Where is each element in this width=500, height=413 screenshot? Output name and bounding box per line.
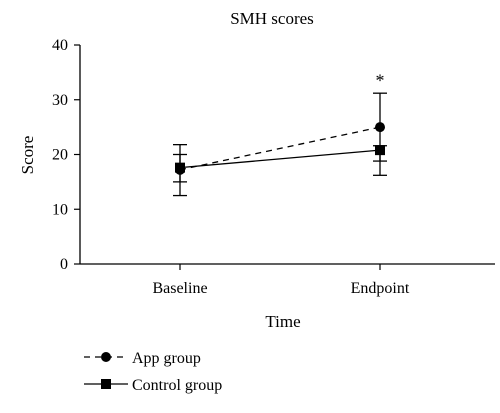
- plot-area: 0 10 20 30 40 Baseline Endpoint *: [52, 37, 495, 297]
- y-tick-label: 40: [52, 37, 68, 54]
- legend-marker: [101, 379, 111, 389]
- legend-entry: Control group: [84, 377, 222, 394]
- data-point: [175, 162, 185, 173]
- legend-label: Control group: [132, 377, 222, 394]
- legend-entry: App group: [84, 350, 201, 367]
- y-tick-label: 30: [52, 92, 68, 109]
- y-tick-label: 0: [60, 256, 68, 273]
- data-point: [375, 122, 385, 133]
- series-line: [179, 126, 381, 171]
- data-point: [375, 145, 385, 156]
- x-tick-label: Baseline: [152, 280, 207, 297]
- legend-label: App group: [132, 350, 201, 367]
- series-line: [179, 149, 381, 169]
- y-tick-label: 10: [52, 201, 68, 218]
- legend-marker: [101, 352, 111, 362]
- series-app-group: [173, 92, 387, 197]
- y-tick-label: 20: [52, 147, 68, 164]
- x-axis-label: Time: [265, 312, 300, 331]
- x-tick-label: Endpoint: [351, 280, 410, 297]
- chart-title: SMH scores: [230, 9, 314, 28]
- significance-annotation: *: [376, 71, 385, 91]
- series-control-group: [173, 145, 387, 183]
- y-axis-label: Score: [18, 136, 37, 175]
- legend: App group Control group: [84, 350, 222, 394]
